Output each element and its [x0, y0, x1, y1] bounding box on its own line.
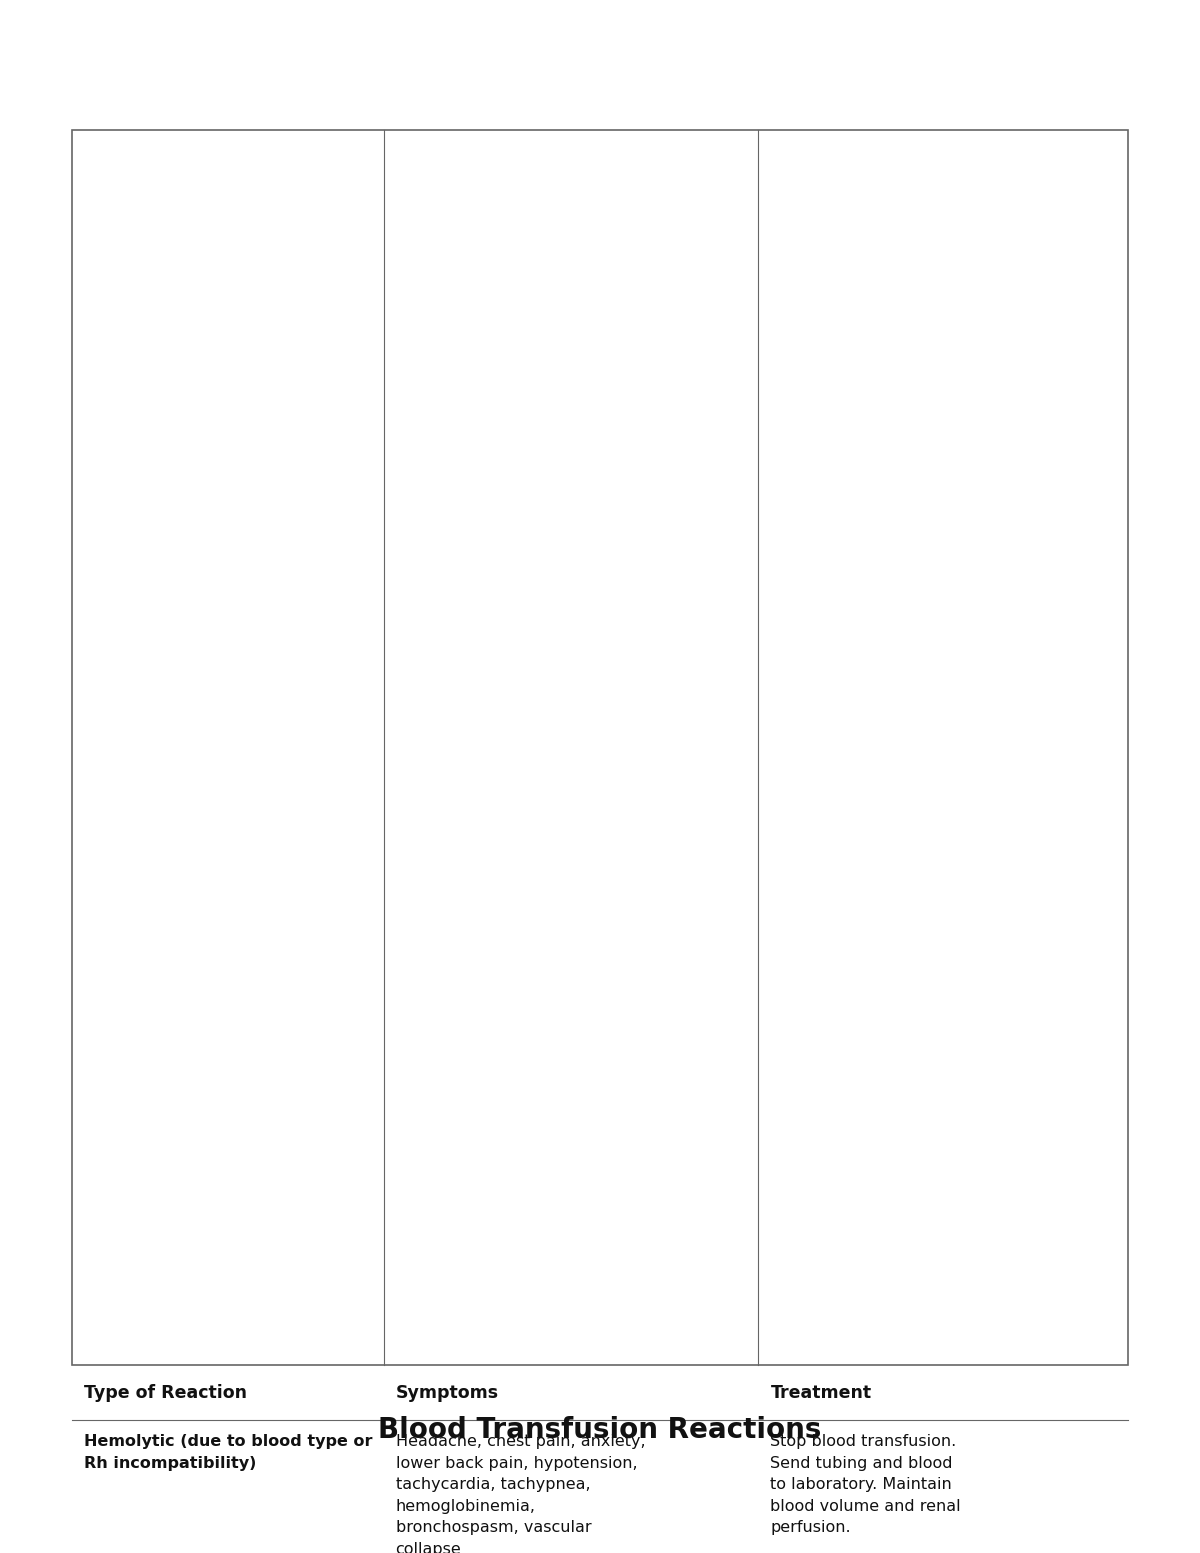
Text: Hemolytic (due to blood type or
Rh incompatibility): Hemolytic (due to blood type or Rh incom…: [84, 1433, 372, 1471]
Text: Symptoms: Symptoms: [396, 1384, 499, 1401]
Text: Type of Reaction: Type of Reaction: [84, 1384, 247, 1401]
Text: Treatment: Treatment: [770, 1384, 871, 1401]
Text: Stop blood transfusion.
Send tubing and blood
to laboratory. Maintain
blood volu: Stop blood transfusion. Send tubing and …: [770, 1433, 961, 1536]
Text: Headache, chest pain, anxiety,
lower back pain, hypotension,
tachycardia, tachyp: Headache, chest pain, anxiety, lower bac…: [396, 1433, 646, 1553]
Bar: [72, 130, 1128, 1365]
Text: Blood Transfusion Reactions: Blood Transfusion Reactions: [378, 1416, 822, 1444]
